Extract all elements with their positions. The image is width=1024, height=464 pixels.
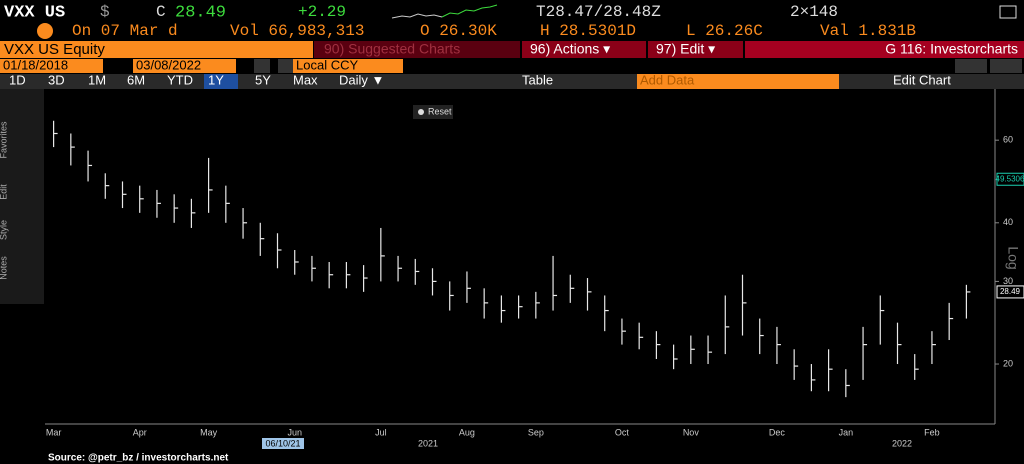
currency: $: [100, 3, 110, 21]
input[interactable]: [0, 59, 103, 73]
sidebar-label: Favorites: [0, 121, 8, 159]
value: Val 1.831B: [820, 22, 916, 40]
period-button[interactable]: YTD: [167, 72, 193, 87]
y-tick-label: 20: [1003, 358, 1013, 368]
cursor-date: 06/10/21: [265, 438, 300, 448]
price-marker: [996, 172, 1024, 186]
add-data[interactable]: Add Data: [640, 72, 695, 87]
x-tick-label: May: [200, 427, 218, 437]
price-marker-label: 28.49: [1000, 287, 1021, 296]
actions[interactable]: 96) Actions ▾: [530, 41, 610, 57]
security-bar: [0, 41, 313, 58]
x-tick-label: Jan: [839, 427, 854, 437]
period-button[interactable]: 1M: [88, 72, 106, 87]
button[interactable]: [990, 59, 1022, 73]
cursor-box: [262, 438, 304, 449]
button[interactable]: [522, 41, 646, 58]
button[interactable]: [254, 59, 270, 73]
start-date[interactable]: 01/18/2018: [3, 57, 68, 72]
footer: Source: @petr_bz / investorcharts.net: [48, 453, 229, 464]
input[interactable]: [637, 74, 839, 89]
axis-label: Log: [1005, 246, 1021, 269]
x-tick-label: Feb: [924, 427, 940, 437]
period-buttons: 1D 3D 1M 6M YTD 1Y 5Y Max: [9, 72, 318, 89]
frequency[interactable]: Daily ▼: [339, 72, 384, 87]
button[interactable]: [648, 41, 743, 58]
close: 28.49: [175, 3, 226, 22]
y-tick-label: 40: [1003, 217, 1013, 227]
x-tick-label: Dec: [769, 427, 786, 437]
ticker: VXX US: [4, 3, 65, 22]
period-button[interactable]: 1D: [9, 72, 26, 87]
low: L 26.26C: [686, 22, 763, 40]
edit-chart[interactable]: Edit Chart: [893, 72, 951, 87]
sidebar-label: Edit: [0, 184, 8, 200]
sidebar-label: Style: [0, 220, 8, 240]
currency-select[interactable]: Local CCY: [296, 57, 358, 72]
icon[interactable]: [999, 5, 1017, 19]
x-tick-label: Aug: [459, 427, 475, 437]
period-button[interactable]: Max: [293, 72, 318, 87]
y-tick-label: 30: [1003, 276, 1013, 286]
period-button[interactable]: 5Y: [255, 72, 271, 87]
price-marker: [996, 285, 1024, 299]
year-label: 2022: [892, 438, 912, 448]
x-tick-label: Apr: [133, 427, 147, 437]
input[interactable]: [133, 59, 236, 73]
period-button[interactable]: 6M: [127, 72, 145, 87]
table-button[interactable]: Table: [522, 72, 553, 87]
x-tick-label: Nov: [683, 427, 700, 437]
change: +2.29: [298, 3, 346, 21]
button[interactable]: [955, 59, 987, 73]
on-date: On 07 Mar d: [72, 22, 178, 40]
x-tick-label: Oct: [615, 427, 630, 437]
input[interactable]: [293, 59, 403, 73]
x-tick-label: Mar: [46, 427, 62, 437]
chart-name: G 116: Investorcharts: [885, 41, 1018, 57]
icon: [418, 109, 424, 115]
size: 2×148: [790, 3, 838, 21]
sidebar: [0, 89, 44, 304]
security: VXX US Equity: [4, 41, 105, 58]
open: O 26.30K: [420, 22, 497, 40]
year-label: 2021: [418, 438, 438, 448]
reset[interactable]: Reset: [428, 106, 452, 116]
chart-name-bar: [745, 41, 1024, 58]
button[interactable]: [314, 41, 520, 58]
volume: Vol 66,983,313: [230, 22, 364, 40]
high: H 28.5301D: [540, 22, 636, 40]
sparkline: [391, 13, 443, 19]
suggested-charts[interactable]: 90) Suggested Charts: [324, 41, 460, 57]
end-date[interactable]: 03/08/2022: [136, 57, 201, 72]
period-button[interactable]: 3D: [48, 72, 65, 87]
x-tick-label: Sep: [528, 427, 544, 437]
button[interactable]: [278, 59, 294, 73]
edit[interactable]: 97) Edit ▾: [656, 41, 715, 57]
period-button[interactable]: 1Y: [208, 72, 224, 87]
bid-ask: T28.47/28.48Z: [536, 3, 661, 21]
x-tick-label: Jul: [375, 427, 387, 437]
sparkline: [441, 4, 498, 18]
active-period: [204, 74, 238, 89]
icon: [37, 23, 53, 39]
x-tick-label: Jun: [287, 427, 302, 437]
button[interactable]: [413, 105, 453, 119]
close-label: C: [156, 3, 166, 21]
toolbar: [0, 74, 1024, 89]
y-tick-label: 60: [1003, 135, 1013, 145]
price-marker-label: 49.5306: [996, 174, 1024, 183]
sidebar-label: Notes: [0, 256, 8, 280]
